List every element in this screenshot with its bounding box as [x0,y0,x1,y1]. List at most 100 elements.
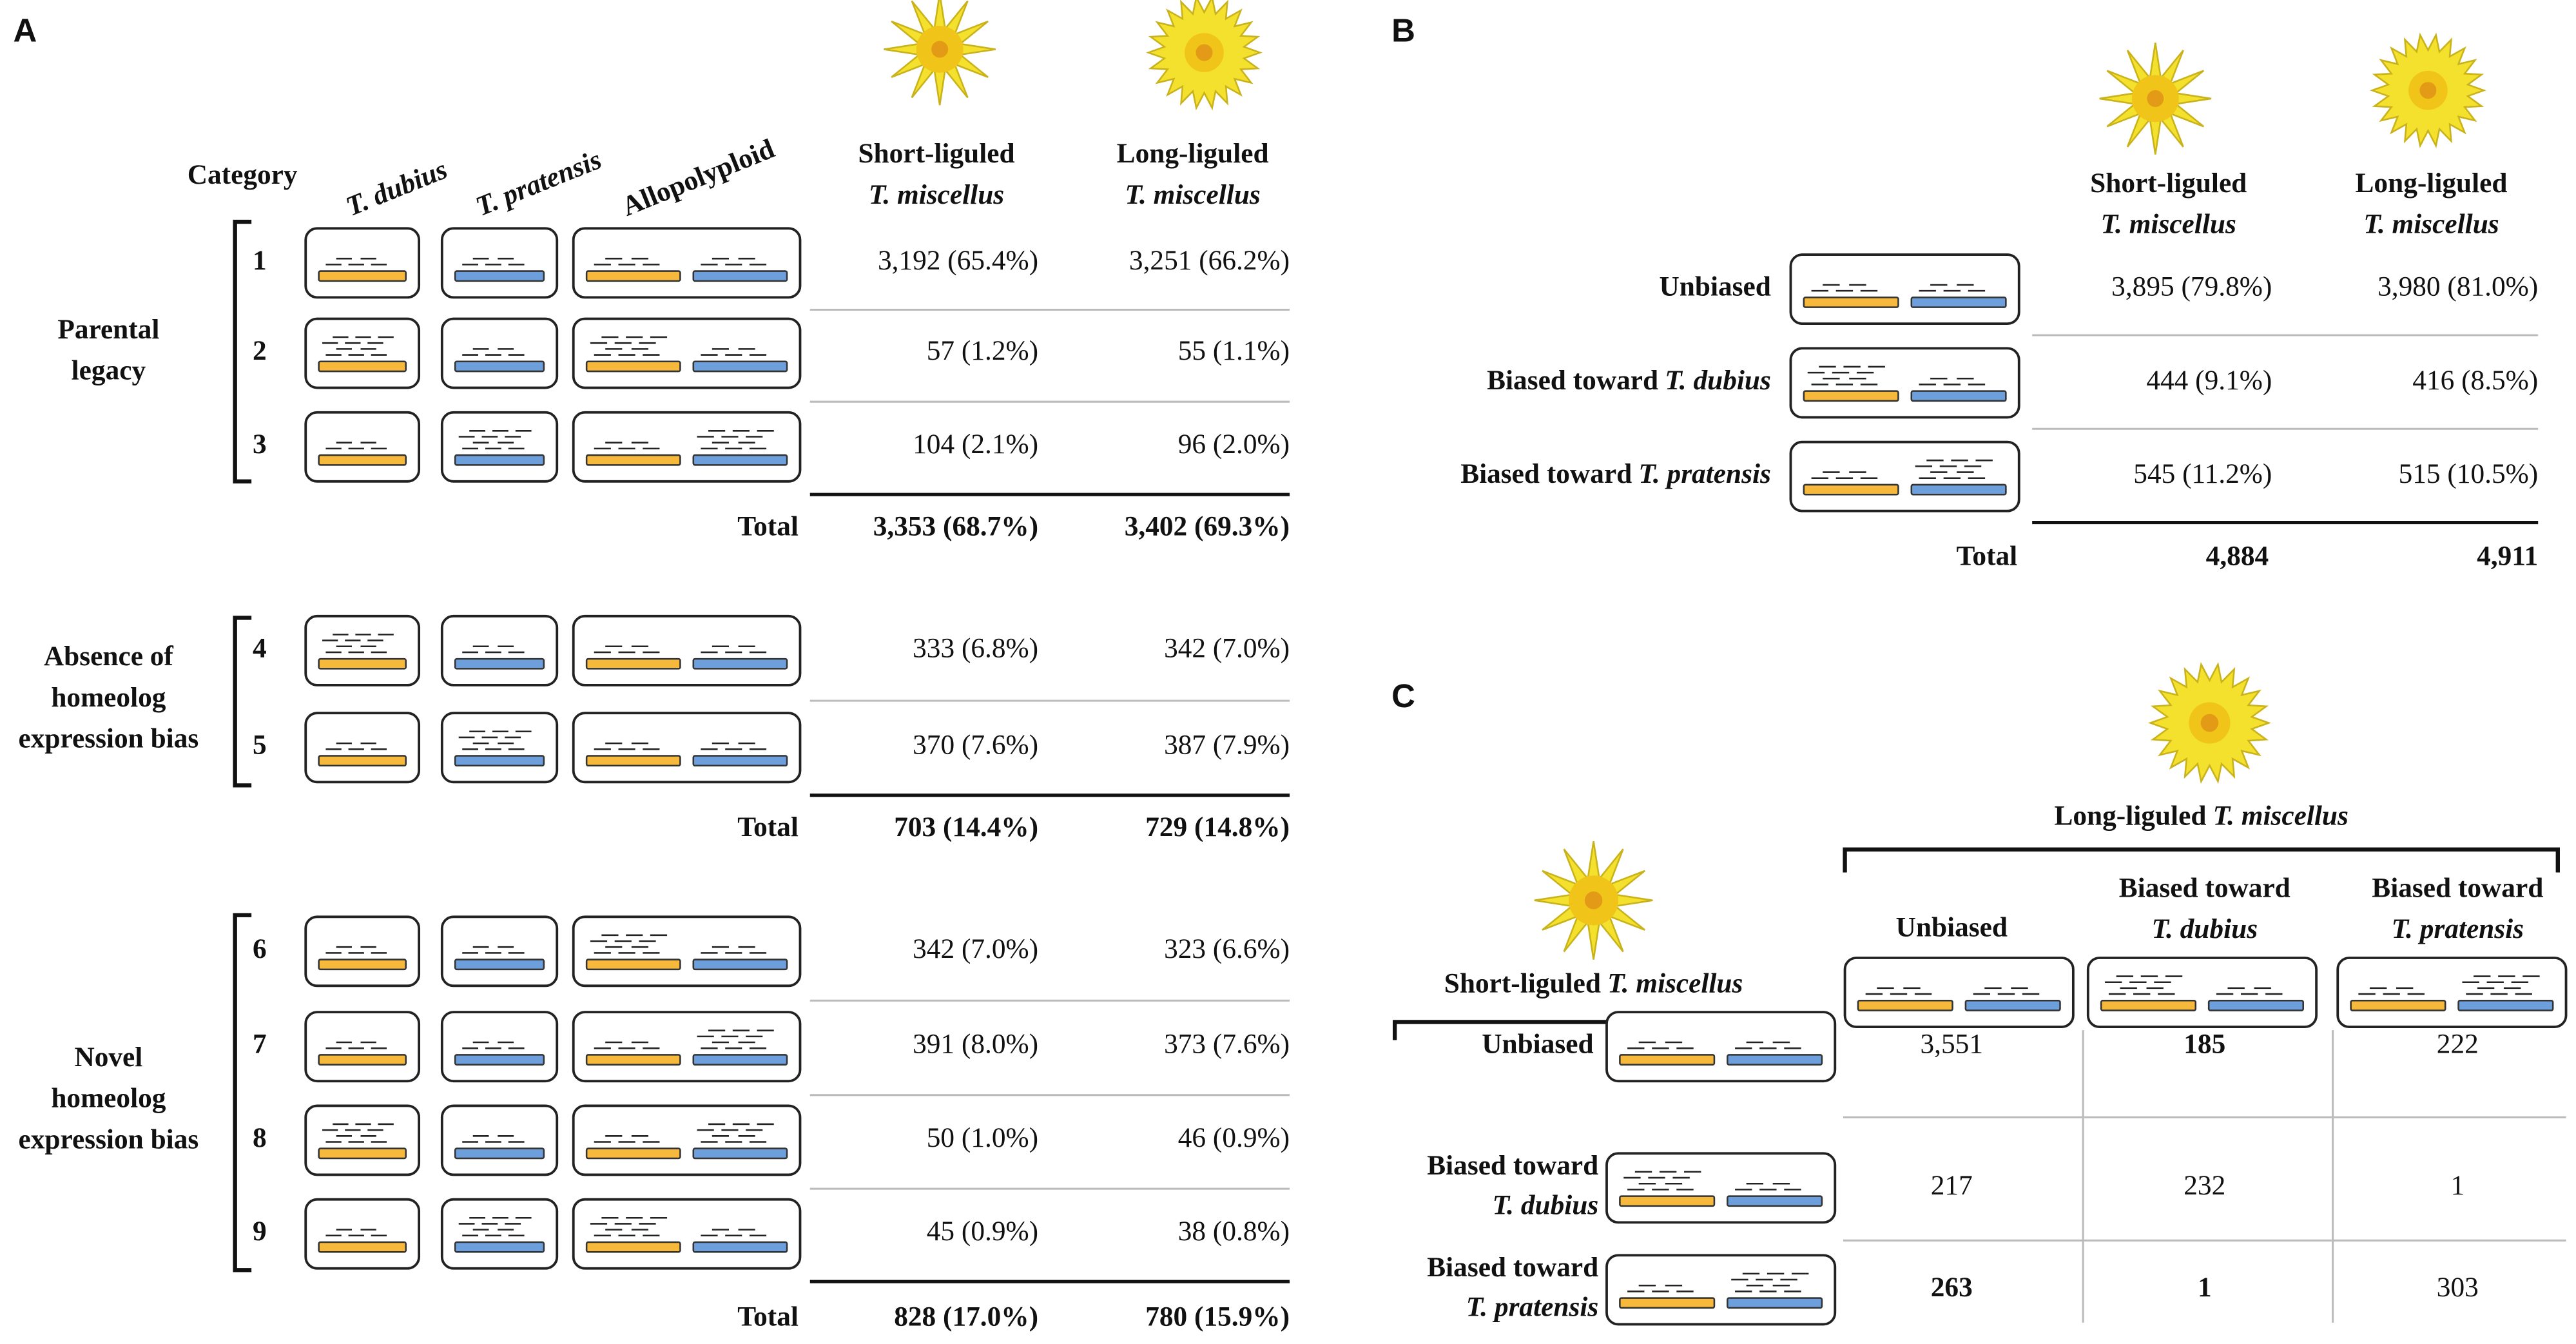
gene-bar [1857,1000,1953,1011]
column-header: T. miscellus [869,179,1004,210]
gene-bar [585,959,681,971]
expression-icon [572,1198,802,1270]
group-label: homeolog [51,1083,166,1114]
icon-box [1605,1011,1837,1083]
icon-box [440,411,559,483]
total-cell: 3,353 (68.7%) [873,511,1038,542]
total-cell: 703 (14.4%) [894,812,1038,842]
short-header-species: T. miscellus [1607,968,1743,998]
table-cell: 45 (0.9%) [927,1216,1038,1247]
icon-box [572,614,802,687]
icon-box [304,411,421,483]
total-cell: 828 (17.0%) [894,1301,1038,1332]
flower-image [2369,32,2486,148]
icon-box [440,1011,559,1083]
expression-icon [1789,440,2020,512]
expression-icon [572,411,802,483]
category-number: 4 [253,632,267,663]
category-number: 6 [253,933,267,964]
flower-image [884,0,996,106]
row-label: Biased toward T. dubius [1487,365,1771,396]
flower-core [2200,714,2219,732]
gene-bar [692,270,788,282]
icon-box [440,227,559,299]
expression-icon [572,1011,802,1083]
table-cell: 38 (0.8%) [1178,1216,1290,1247]
gene-bar [2457,1000,2554,1011]
icon-box [304,915,421,988]
icon-box [440,915,559,988]
bracket [233,616,252,788]
expression-icon [1605,1152,1837,1224]
gene-bar [585,755,681,767]
table-cell: 3,980 (81.0%) [2377,271,2538,302]
table-cell: 263 [1931,1272,1973,1303]
table-cell: 55 (1.1%) [1178,335,1290,366]
gene-bar [318,755,407,767]
flower-core [931,41,949,58]
total-cell: 4,884 [2206,541,2269,572]
table-cell: 444 (9.1%) [2146,365,2272,396]
row-label: Unbiased [1482,1029,1593,1060]
table-cell: 342 (7.0%) [1164,632,1290,663]
species-header: T. pratensis [471,144,606,222]
expression-icon [572,614,802,687]
icon-box [572,1198,802,1270]
gene-bar [318,959,407,971]
gene-bar [585,1147,681,1160]
expression-icon [304,614,421,687]
expression-icon [304,1198,421,1270]
icon-box [572,317,802,389]
group-label: homeolog [51,682,166,713]
table-cell: 104 (2.1%) [913,429,1038,460]
gene-bar [1619,1195,1716,1207]
row-label: Biased toward [1427,1150,1598,1181]
category-number: 7 [253,1029,267,1060]
panel-label: B [1391,12,1415,48]
flower-core [2419,82,2437,99]
gene-bar [1964,1000,2061,1011]
table-cell: 391 (8.0%) [913,1029,1038,1060]
group-label: expression bias [19,1124,199,1154]
expression-icon [572,227,802,299]
table-cell: 416 (8.5%) [2412,365,2538,396]
gene-bar [1803,297,1899,308]
icon-box [304,1104,421,1176]
gene-bar [1727,1195,1823,1207]
gene-bar [1803,390,1899,402]
table-cell: 370 (7.6%) [913,730,1038,761]
gene-bar [454,1147,545,1160]
icon-box [1605,1254,1837,1326]
icon-box [304,227,421,299]
table-cell: 3,192 (65.4%) [878,245,1038,276]
icon-box [572,227,802,299]
gene-bar [692,959,788,971]
gene-bar [1910,390,2007,402]
icon-box [440,614,559,687]
table-cell: 3,895 (79.8%) [2111,271,2272,302]
panel-label: A [14,12,37,48]
expression-icon [1605,1011,1837,1083]
table-cell: 387 (7.9%) [1164,730,1290,761]
long-header-text: Long-liguled [2054,800,2206,831]
expression-icon [2086,957,2318,1028]
expression-icon [2336,957,2568,1028]
expression-icon [304,227,421,299]
table-cell: 342 (7.0%) [913,933,1038,964]
gene-bar [585,454,681,466]
table-cell: 185 [2184,1029,2225,1060]
expression-icon [440,1104,559,1176]
column-header: T. miscellus [2101,209,2236,240]
expression-icon [440,614,559,687]
icon-box [1843,957,2075,1028]
column-header: Biased toward [2372,872,2543,903]
group-label: Absence of [44,641,174,672]
gene-bar [1619,1297,1716,1309]
icon-box [1789,253,2020,326]
row-label: Biased toward [1427,1252,1598,1283]
expression-icon [440,411,559,483]
column-header: T. miscellus [1125,179,1261,210]
row-label-text: Biased toward [1487,365,1658,396]
category-header: Category [188,159,298,190]
